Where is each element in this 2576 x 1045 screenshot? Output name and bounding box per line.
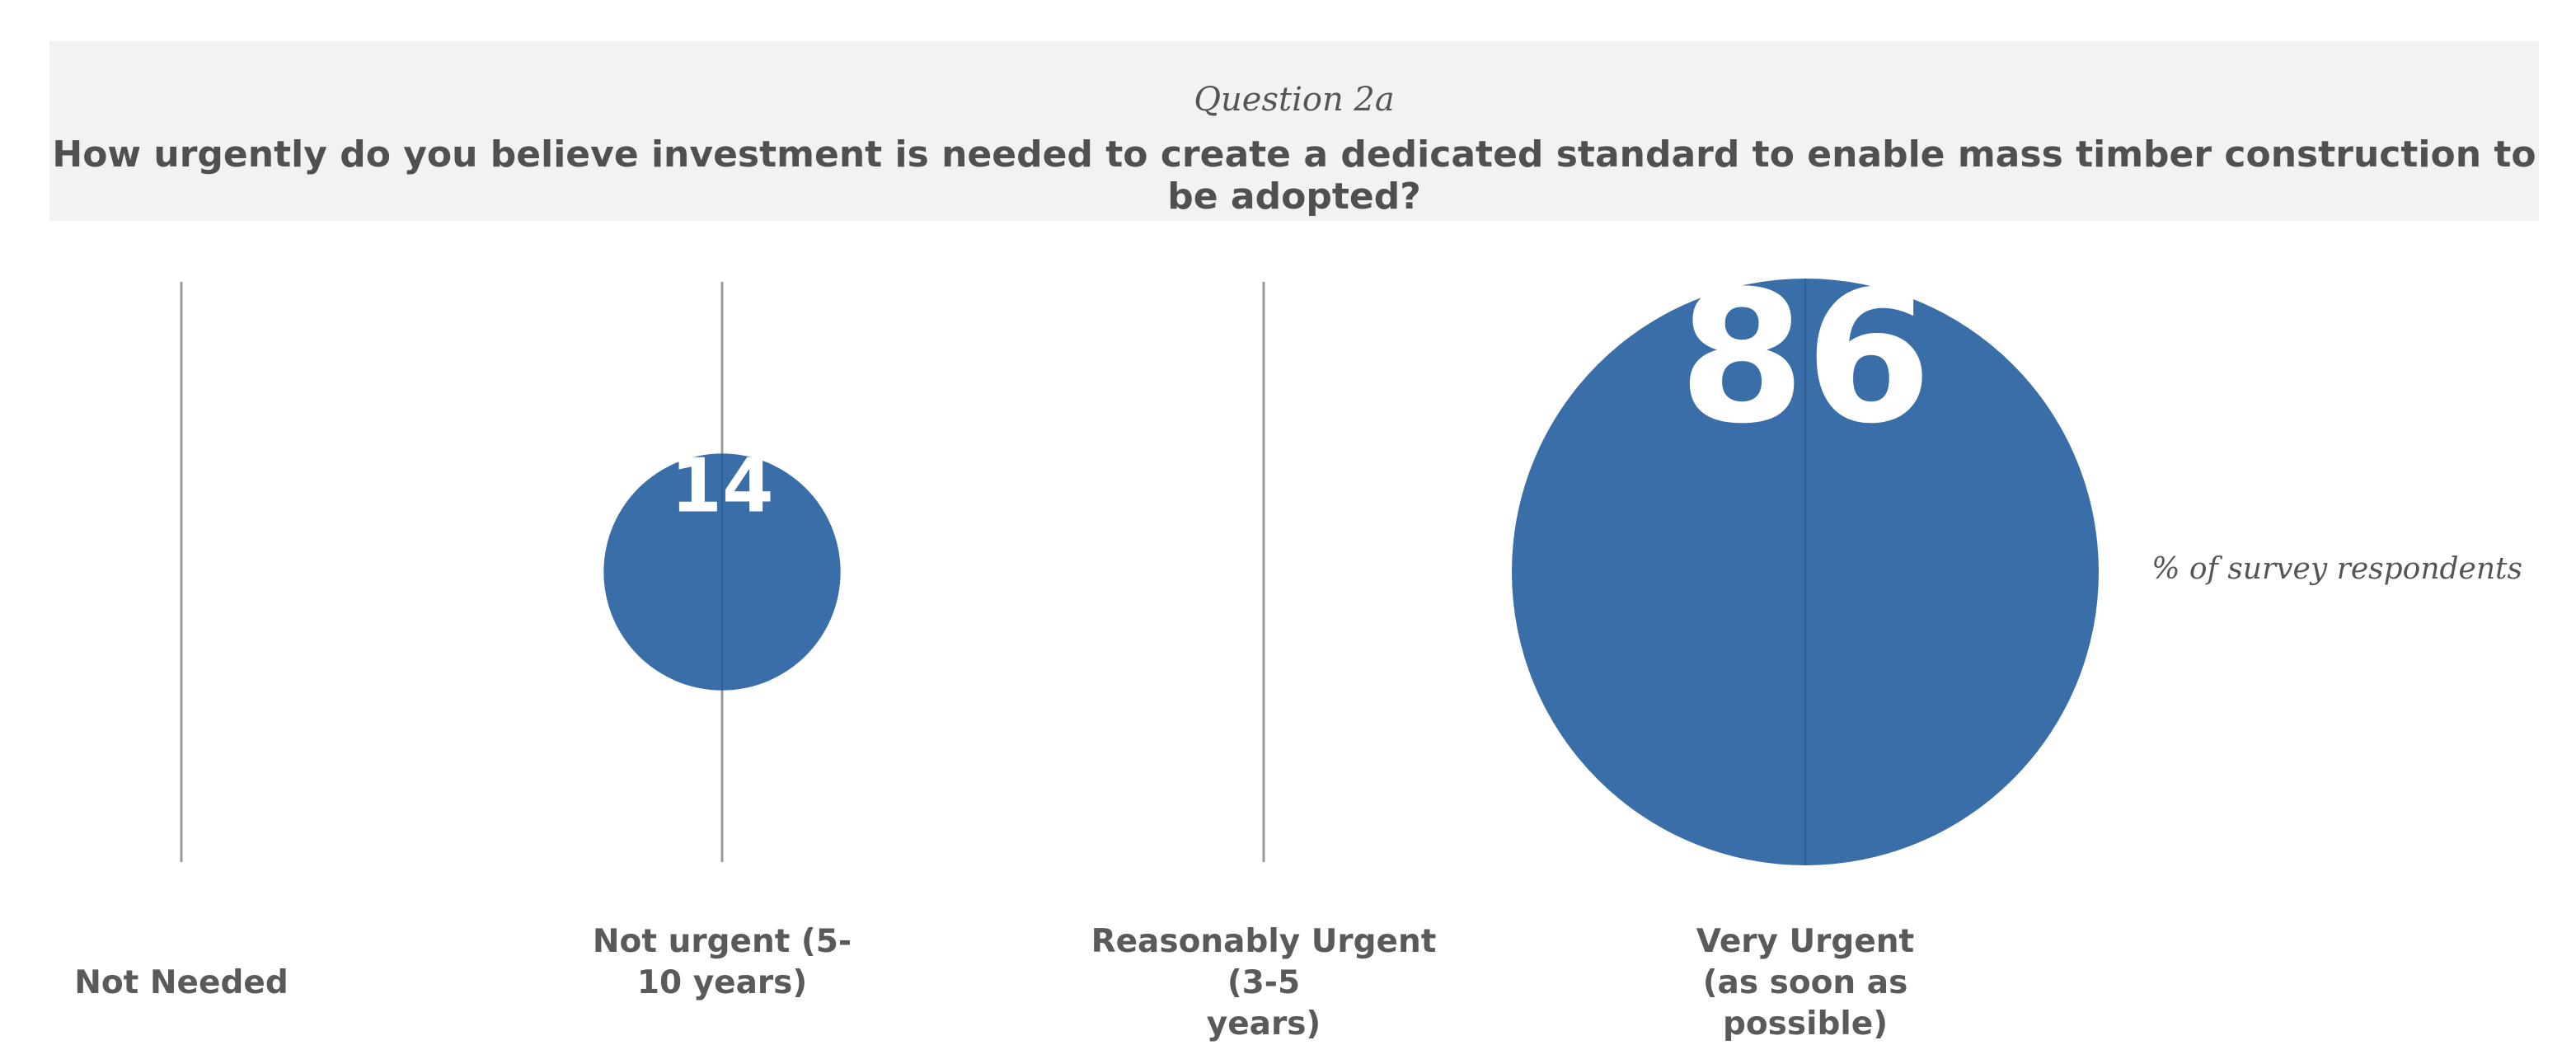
value-label-3: 86	[1678, 252, 1931, 464]
category-label-line: Not urgent (5-	[592, 923, 852, 960]
chart-subtitle: Question 2a	[1194, 81, 1395, 119]
category-label-1: Not urgent (5- 10 years)	[549, 921, 895, 1004]
value-label-1: 14	[670, 443, 773, 530]
category-label-line: Very Urgent	[1696, 923, 1915, 960]
category-label-line: 10 years)	[636, 964, 808, 1001]
category-label-line: years)	[1206, 1005, 1321, 1043]
category-label-line: Reasonably Urgent (3-5	[1091, 923, 1437, 1001]
category-label-0: Not Needed	[8, 963, 354, 1004]
category-label-line: Not Needed	[74, 964, 289, 1001]
category-label-line: (as soon as possible)	[1702, 964, 1908, 1043]
category-label-3: Very Urgent (as soon as possible)	[1632, 921, 1978, 1045]
category-label-2: Reasonably Urgent (3-5 years)	[1091, 921, 1437, 1045]
unit-note: % of survey respondents	[2151, 552, 2522, 586]
chart-title: How urgently do you believe investment i…	[52, 134, 2536, 218]
chart-header: Question 2a How urgently do you believe …	[49, 41, 2539, 221]
